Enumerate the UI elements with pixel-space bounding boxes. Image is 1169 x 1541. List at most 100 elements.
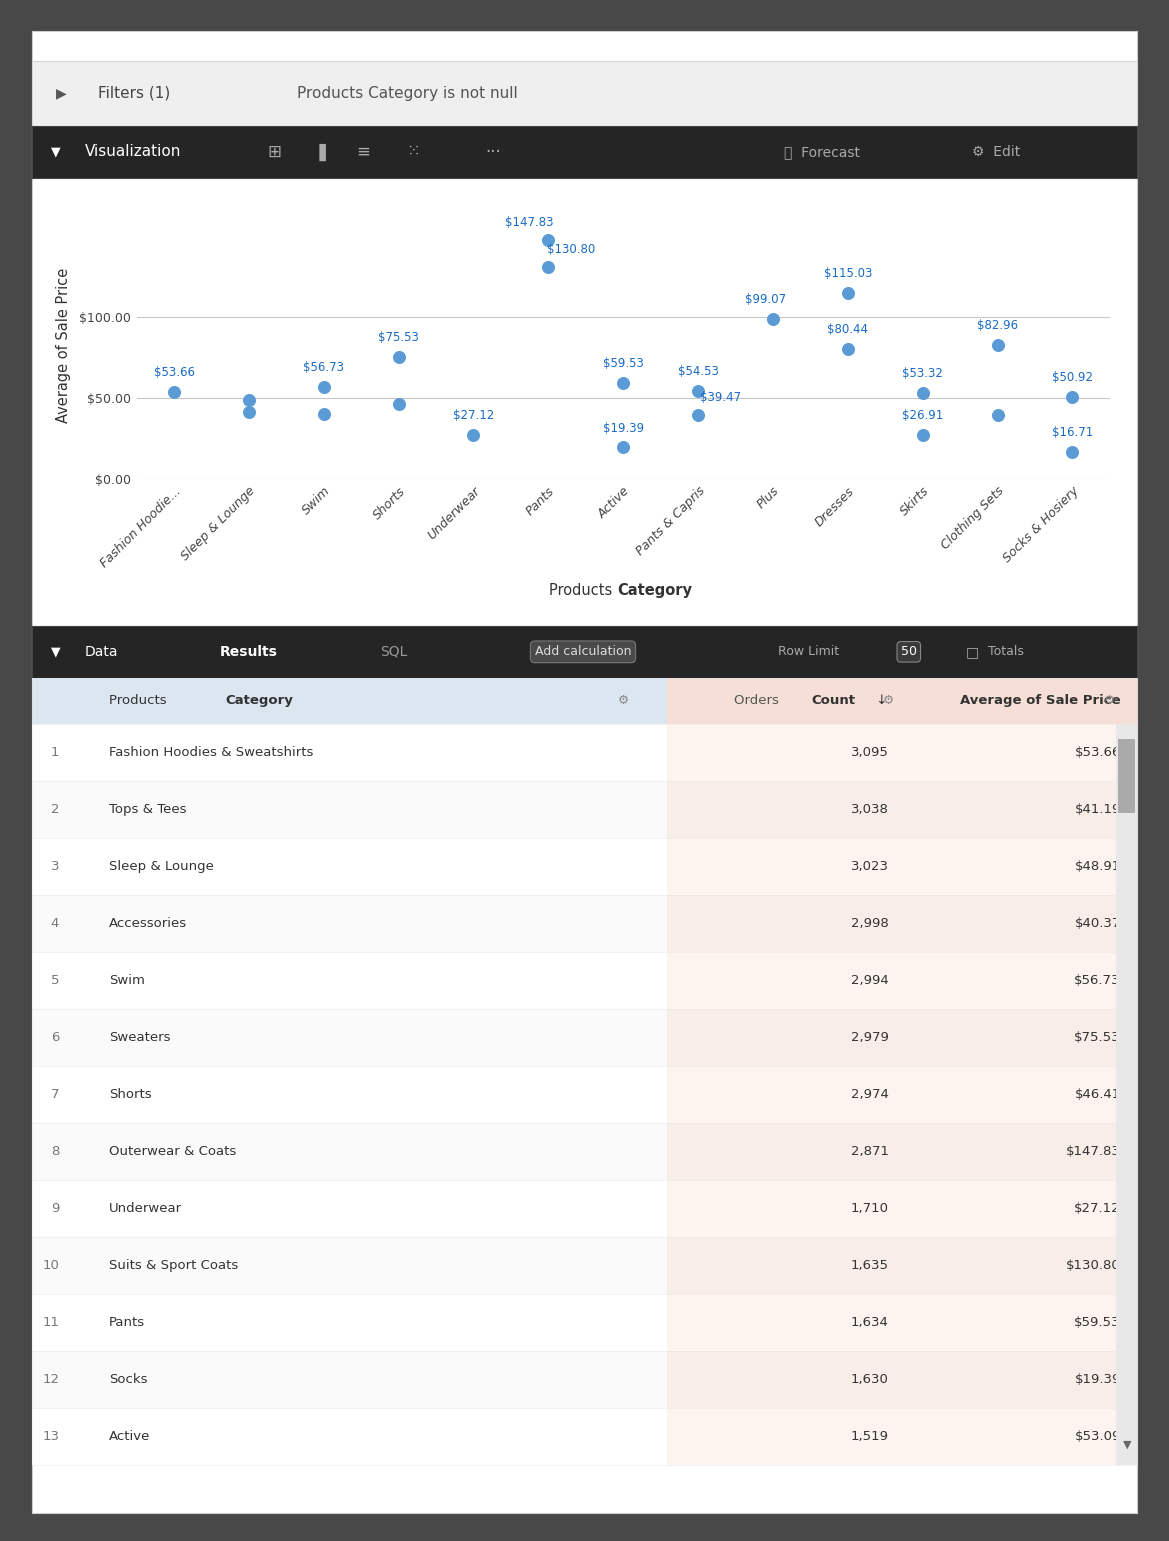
Text: ⚙: ⚙ [883,695,894,707]
Text: ···: ··· [485,143,500,160]
Text: Accessories: Accessories [109,917,187,929]
Text: $75.53: $75.53 [1074,1031,1121,1043]
Bar [905,781,1137,838]
Bar [905,724,1137,781]
Text: $53.66: $53.66 [1074,746,1121,758]
Text: 13: 13 [42,1430,60,1442]
Point [165,379,184,404]
Text: $16.71: $16.71 [1052,425,1093,439]
Text: $40.37: $40.37 [1074,917,1121,929]
Text: $130.80: $130.80 [1066,1259,1121,1271]
Text: Filters (1): Filters (1) [98,86,171,100]
Text: 12: 12 [42,1373,60,1385]
Text: ⟡  Forecast: ⟡ Forecast [783,145,859,159]
Point [314,374,333,399]
Text: 3,095: 3,095 [851,746,888,758]
Text: Products: Products [109,695,171,707]
Text: Suits & Sport Coats: Suits & Sport Coats [109,1259,238,1271]
Text: $56.73: $56.73 [303,361,344,374]
Text: ⚙  Edit: ⚙ Edit [971,145,1019,159]
Text: 1: 1 [50,746,60,758]
Text: Products: Products [549,582,617,598]
Bar [1119,738,1135,812]
Point [464,422,483,447]
Text: 2,998: 2,998 [851,917,888,929]
Bar [905,838,1137,895]
Bar [905,1294,1137,1351]
Text: ▼: ▼ [51,145,61,159]
Point [389,345,408,370]
Bar [667,1009,905,1066]
Text: 2,994: 2,994 [851,974,888,986]
Text: $56.73: $56.73 [1074,974,1121,986]
Text: □: □ [966,644,980,660]
Text: $53.66: $53.66 [153,367,194,379]
Text: ▐: ▐ [313,143,325,160]
Text: 2,974: 2,974 [851,1088,888,1100]
Text: $54.53: $54.53 [678,365,719,378]
Text: 7: 7 [50,1088,60,1100]
Bar [905,1180,1137,1237]
Point [1063,384,1081,408]
Bar [905,1408,1137,1465]
Text: Count: Count [811,695,856,707]
Text: Category: Category [617,582,692,598]
Point [240,387,258,411]
Bar [905,1123,1137,1180]
Text: ⚙: ⚙ [1105,695,1115,707]
Text: $48.91: $48.91 [1074,860,1121,872]
Text: 9: 9 [50,1202,60,1214]
Text: Average of Sale Price: Average of Sale Price [961,695,1121,707]
Bar [667,1294,905,1351]
Bar [905,952,1137,1009]
Text: $27.12: $27.12 [1074,1202,1121,1214]
Text: Orders: Orders [734,695,783,707]
Text: 4: 4 [50,917,60,929]
Text: Shorts: Shorts [109,1088,152,1100]
Bar [667,895,905,952]
Point [614,435,632,459]
Text: $59.53: $59.53 [603,356,644,370]
Point [763,307,782,331]
Text: Products Category is not null: Products Category is not null [297,86,518,100]
Bar [32,678,667,724]
Text: 3,023: 3,023 [851,860,888,872]
Text: $27.12: $27.12 [452,408,494,422]
Text: Socks: Socks [109,1373,147,1385]
Bar [667,1237,905,1294]
Bar [905,678,1137,724]
Bar [667,678,905,724]
Text: Results: Results [220,644,277,660]
Bar [667,1351,905,1408]
Text: Row Limit: Row Limit [779,646,839,658]
Text: 5: 5 [50,974,60,986]
Text: $82.96: $82.96 [977,319,1018,331]
Text: Totals: Totals [988,646,1024,658]
Point [838,280,857,305]
Text: 3,038: 3,038 [851,803,888,815]
Text: ⁙: ⁙ [406,143,420,160]
Text: 2,871: 2,871 [851,1145,888,1157]
Bar [905,1009,1137,1066]
Bar [667,724,905,781]
Text: SQL: SQL [380,644,407,660]
Text: Outerwear & Coats: Outerwear & Coats [109,1145,236,1157]
Text: Swim: Swim [109,974,145,986]
Point [988,333,1007,358]
Text: Fashion Hoodies & Sweatshirts: Fashion Hoodies & Sweatshirts [109,746,313,758]
Text: $147.83: $147.83 [505,216,554,228]
Text: 1,635: 1,635 [851,1259,888,1271]
Text: $46.41: $46.41 [1074,1088,1121,1100]
Bar [667,1123,905,1180]
Text: $26.91: $26.91 [902,410,943,422]
Text: ▼: ▼ [51,646,61,658]
Text: Tops & Tees: Tops & Tees [109,803,187,815]
Text: 2,979: 2,979 [851,1031,888,1043]
Text: Sweaters: Sweaters [109,1031,171,1043]
Text: $39.47: $39.47 [700,391,741,404]
Text: $80.44: $80.44 [828,324,869,336]
Text: ▶: ▶ [56,86,67,100]
Point [689,402,707,427]
Text: ≡: ≡ [357,143,371,160]
Text: $41.19: $41.19 [1074,803,1121,815]
